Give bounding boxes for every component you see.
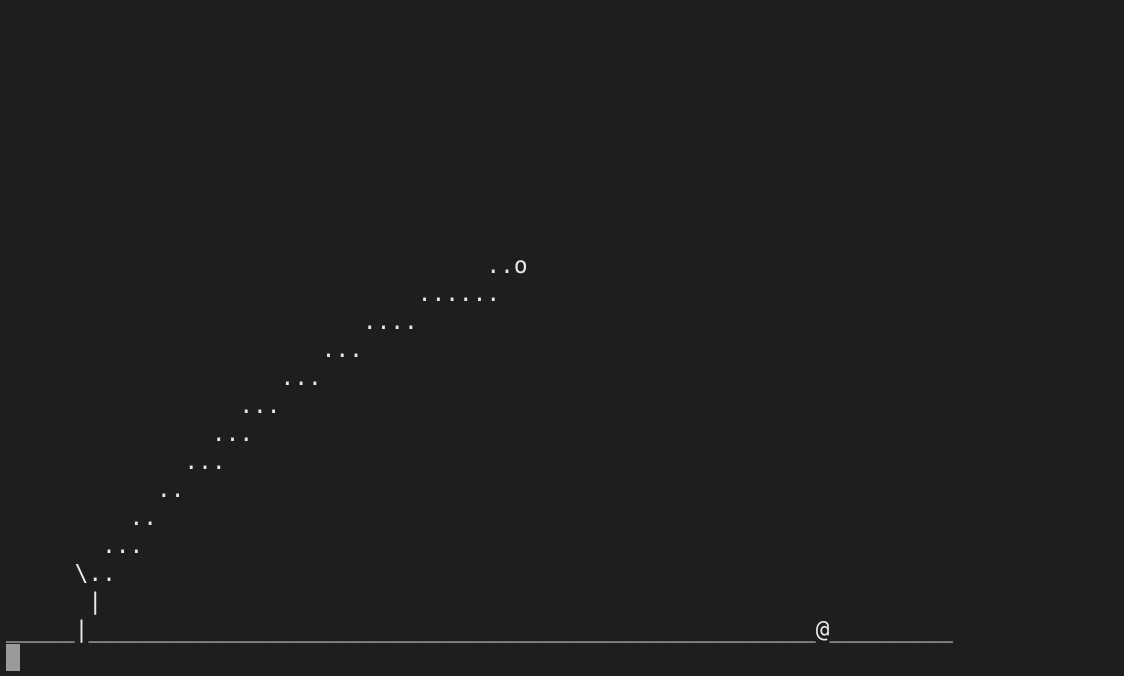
terminal-line: ... (6, 365, 322, 391)
terminal-screen: ..o ...... .... ... ... ... ... ... .. .… (6, 0, 953, 644)
terminal-line: .. (6, 505, 157, 531)
terminal-line: _____|__________________________________… (6, 617, 954, 643)
terminal-line (6, 168, 953, 196)
terminal-line: ... (6, 393, 281, 419)
terminal-line: ... (6, 449, 226, 475)
terminal-line (6, 196, 953, 224)
terminal-line: ... (6, 533, 144, 559)
terminal-line: ...... (6, 281, 501, 307)
terminal-line: ... (6, 337, 363, 363)
terminal-cursor (6, 644, 20, 671)
terminal-line (6, 28, 953, 56)
terminal-line (6, 224, 953, 252)
terminal-line (6, 84, 953, 112)
terminal-line: ... (6, 421, 254, 447)
terminal-line (6, 112, 953, 140)
terminal-line (6, 0, 953, 28)
terminal-line: | (6, 589, 103, 615)
terminal-line: .. (6, 477, 185, 503)
terminal-line: ..o (6, 253, 528, 279)
terminal-line: \.. (6, 561, 116, 587)
terminal-line (6, 56, 953, 84)
terminal-line: .... (6, 309, 418, 335)
terminal-line (6, 140, 953, 168)
